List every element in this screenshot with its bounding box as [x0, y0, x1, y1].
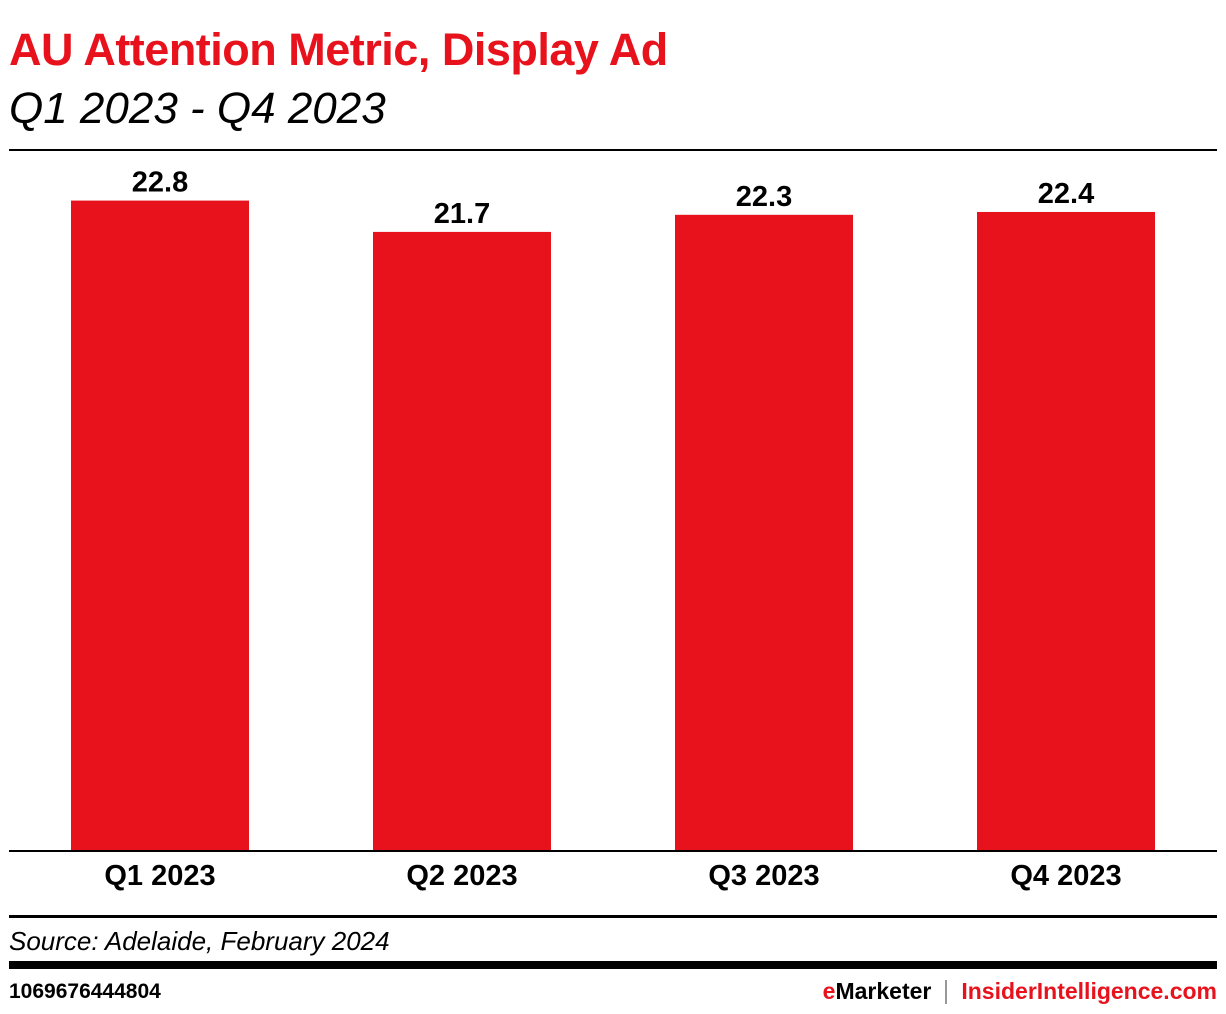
x-axis-line: [9, 850, 1217, 852]
source-note: Source: Adelaide, February 2024: [9, 926, 390, 956]
x-tick-label: Q4 2023: [1010, 860, 1121, 892]
bar-1: [71, 200, 249, 850]
bar-3: [675, 214, 853, 851]
bar-2: [373, 231, 551, 850]
brand-insider-intelligence: InsiderIntelligence.com: [961, 978, 1217, 1004]
bar-chart: 22.8 Q1 2023 21.7 Q2 2023 22.3 Q3 2023 22.4 Q4 …: [9, 167, 1217, 892]
top-divider: [9, 149, 1217, 151]
chart-id: 1069676444804: [9, 980, 161, 1003]
data-label: 22.4: [1038, 178, 1094, 210]
source-divider: [9, 915, 1217, 918]
brand-logo: e Marketer InsiderIntelligence.com: [823, 978, 1217, 1005]
chart-title: AU Attention Metric, Display Ad: [9, 24, 668, 75]
bar-4: [977, 211, 1155, 850]
brand-emarketer-e: e: [822, 978, 836, 1004]
brand-separator: [945, 979, 948, 1004]
brand-emarketer: Marketer: [835, 978, 932, 1004]
x-tick-label: Q3 2023: [708, 860, 819, 892]
x-tick-label: Q1 2023: [104, 860, 215, 892]
data-label: 22.8: [132, 167, 188, 199]
data-label: 21.7: [434, 198, 490, 230]
footer-divider: [9, 961, 1217, 969]
x-tick-label: Q2 2023: [406, 860, 517, 892]
data-label: 22.3: [736, 181, 792, 213]
chart-subtitle: Q1 2023 - Q4 2023: [9, 84, 386, 133]
